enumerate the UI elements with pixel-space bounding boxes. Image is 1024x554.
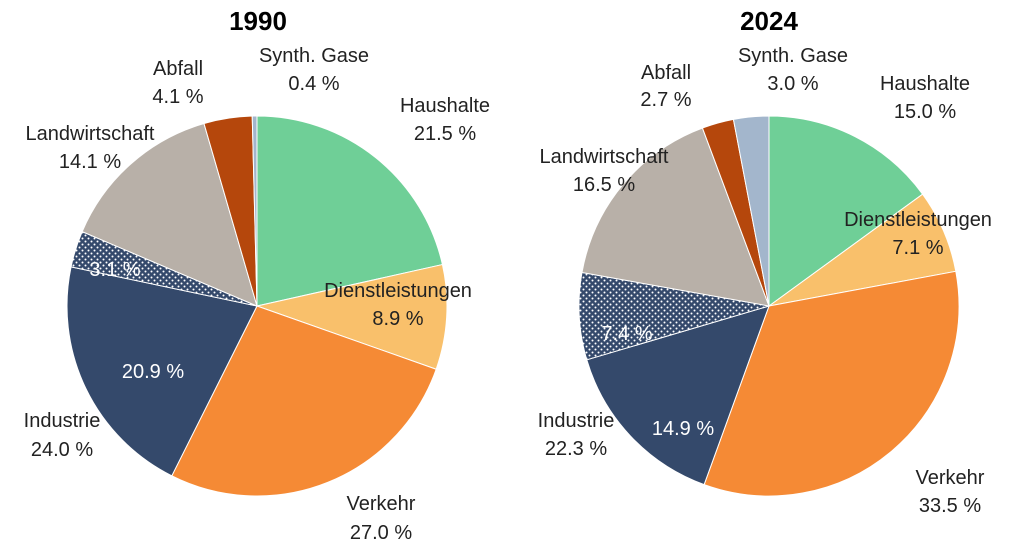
pie-slice-industrie [586, 305, 770, 486]
label-dienstleistungen-name: Dienstleistungen [324, 280, 472, 302]
label-industrie-dotted-value: 3.1 % [89, 259, 140, 281]
pie-slices [578, 115, 960, 497]
label-haushalte-value: 15.0 % [894, 101, 956, 123]
pie-slices [66, 115, 448, 497]
pie-title: 2024 [740, 6, 798, 36]
pie-slice-landwirtschaft [81, 122, 258, 307]
label-dienstleistungen-name: Dienstleistungen [844, 209, 992, 231]
label-abfall-value: 4.1 % [152, 86, 203, 108]
label-abfall-value: 2.7 % [640, 89, 691, 111]
label-haushalte-value: 21.5 % [414, 123, 476, 145]
pie-slice-synth-gase [732, 115, 770, 307]
pie-2024: 2024 Haushalte 15.0 % Dienstleistungen 7… [538, 6, 992, 517]
label-abfall-name: Abfall [153, 58, 203, 80]
pie-slice-verkehr [703, 270, 960, 497]
label-industrie-inner-value: 14.9 % [652, 418, 714, 440]
label-abfall-name: Abfall [641, 62, 691, 84]
label-dienstleistungen-value: 8.9 % [372, 308, 423, 330]
label-verkehr-name: Verkehr [916, 467, 985, 489]
pie-slice-industrie [66, 266, 258, 477]
pie-title: 1990 [229, 6, 287, 36]
label-synth-gase-value: 0.4 % [288, 73, 339, 95]
pie-slice-synth-gase [251, 115, 258, 307]
label-landwirtschaft-name: Landwirtschaft [540, 146, 669, 168]
label-synth-gase-name: Synth. Gase [738, 45, 848, 67]
label-verkehr-value: 27.0 % [350, 522, 412, 544]
label-industrie-group-value: 22.3 % [545, 438, 607, 460]
label-industrie-group-name: Industrie [538, 410, 615, 432]
label-synth-gase-value: 3.0 % [767, 73, 818, 95]
label-verkehr-value: 33.5 % [919, 495, 981, 517]
label-industrie-group-name: Industrie [24, 410, 101, 432]
pie-slice-verkehr [171, 305, 437, 497]
pie-slice-landwirtschaft [581, 127, 770, 307]
label-industrie-inner-value: 20.9 % [122, 361, 184, 383]
label-landwirtschaft-value: 16.5 % [573, 174, 635, 196]
label-haushalte-name: Haushalte [400, 95, 490, 117]
label-synth-gase-name: Synth. Gase [259, 45, 369, 67]
label-haushalte-name: Haushalte [880, 73, 970, 95]
label-verkehr-name: Verkehr [347, 493, 416, 515]
pie-slice-haushalte [768, 115, 924, 307]
pie-slice-haushalte [256, 115, 444, 307]
label-landwirtschaft-value: 14.1 % [59, 151, 121, 173]
label-industrie-group-value: 24.0 % [31, 439, 93, 461]
label-dienstleistungen-value: 7.1 % [892, 237, 943, 259]
label-landwirtschaft-name: Landwirtschaft [26, 123, 155, 145]
pie-1990: 1990 Haushalte 21.5 % Dienstleistungen 8… [24, 6, 490, 544]
label-industrie-dotted-value: 7.4 % [601, 323, 652, 345]
pie-slice-dienstleistungen [255, 263, 448, 370]
